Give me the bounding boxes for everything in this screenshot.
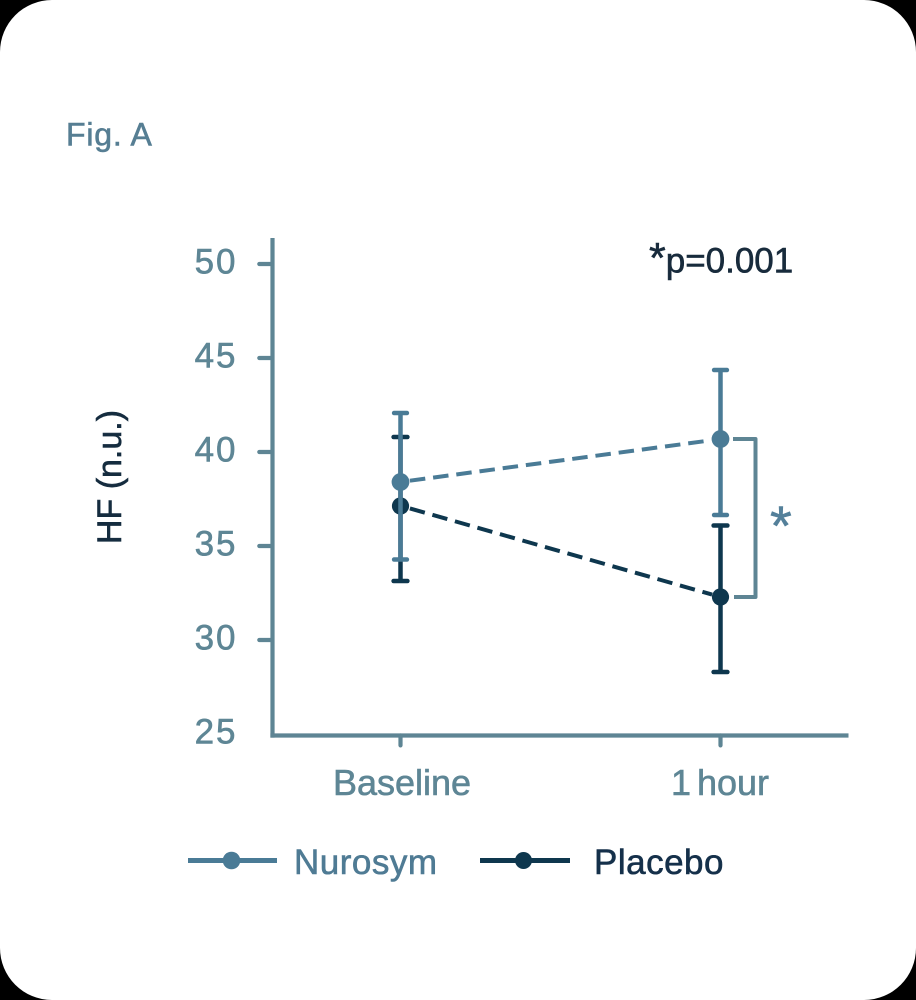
svg-text:Fig. A: Fig. A <box>66 117 153 153</box>
svg-text:*: * <box>770 494 792 557</box>
svg-text:HF (n.u.): HF (n.u.) <box>91 410 129 544</box>
svg-text:50: 50 <box>195 243 238 282</box>
svg-text:40: 40 <box>195 431 238 470</box>
svg-text:30: 30 <box>195 619 238 658</box>
svg-text:45: 45 <box>195 337 238 376</box>
svg-text:Baseline: Baseline <box>333 762 471 803</box>
svg-text:*p=0.001: *p=0.001 <box>649 235 793 283</box>
svg-text:35: 35 <box>195 525 238 564</box>
svg-text:25: 25 <box>195 713 238 752</box>
svg-text:1 hour: 1 hour <box>671 762 769 803</box>
svg-text:Nurosym: Nurosym <box>294 843 438 882</box>
svg-text:Placebo: Placebo <box>594 843 724 882</box>
